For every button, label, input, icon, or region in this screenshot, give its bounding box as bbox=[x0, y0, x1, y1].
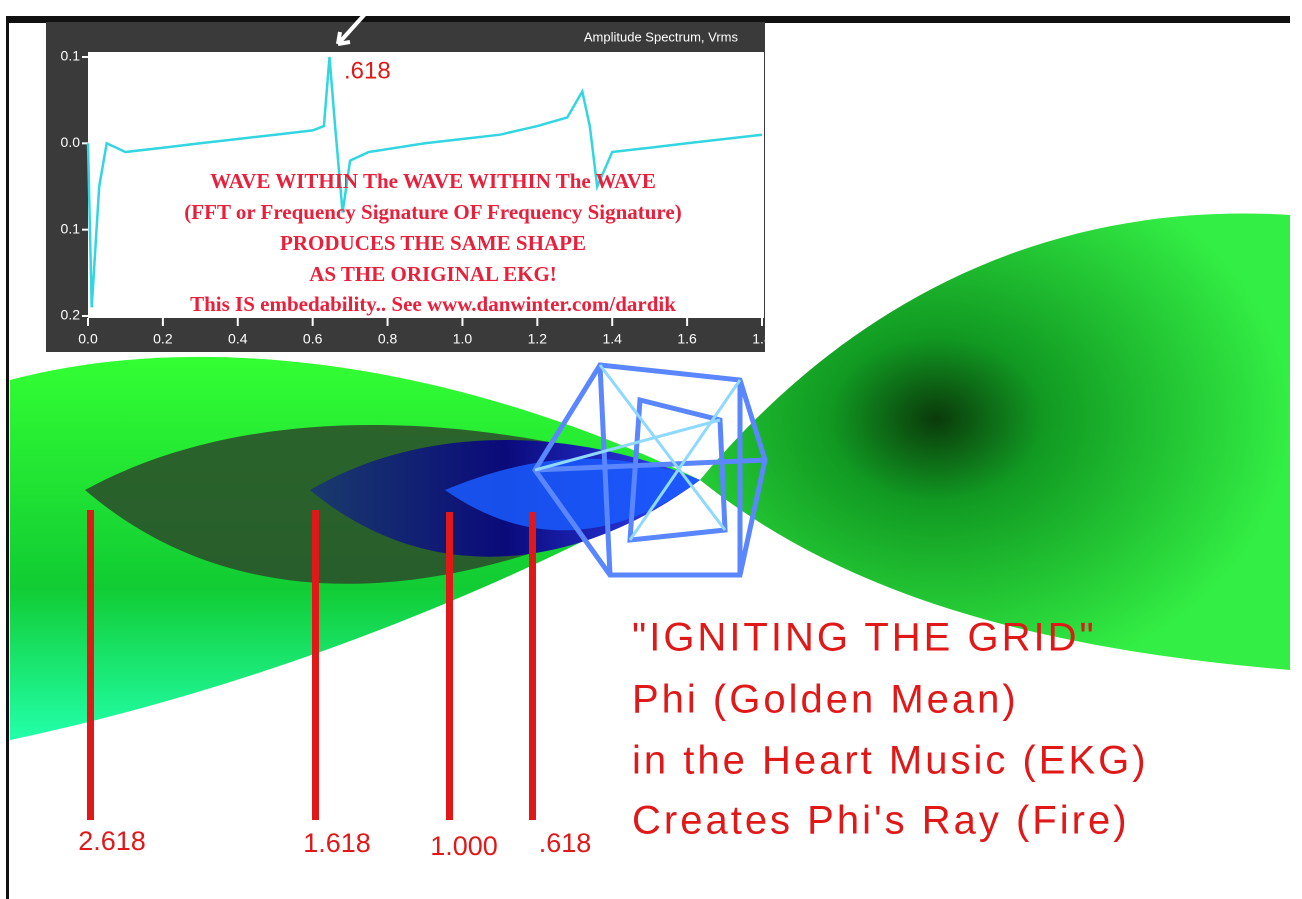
caption-line: "IGNITING THE GRID" bbox=[632, 616, 1097, 660]
ratio-line bbox=[446, 512, 453, 820]
y-tick-label: 0.1 bbox=[61, 48, 81, 64]
x-tick-label: 0.4 bbox=[228, 331, 248, 347]
overlay-text: AS THE ORIGINAL EKG! bbox=[309, 262, 557, 286]
x-tick-label: 1.4 bbox=[602, 331, 622, 347]
ratio-line bbox=[87, 510, 94, 820]
overlay-text: This IS embedability.. See www.danwinter… bbox=[190, 292, 676, 316]
x-tick-label: 0.2 bbox=[153, 331, 173, 347]
line bbox=[86, 56, 763, 308]
caption-line: Creates Phi's Ray (Fire) bbox=[632, 799, 1130, 843]
caption-line: Phi (Golden Mean) bbox=[632, 678, 1019, 722]
ratio-label: 2.618 bbox=[78, 826, 146, 856]
x-tick-label: 0.8 bbox=[378, 331, 398, 347]
polyhedron bbox=[531, 362, 768, 578]
ratio-line bbox=[529, 512, 536, 820]
overlay-text: WAVE WITHIN The WAVE WITHIN The WAVE bbox=[210, 169, 656, 193]
right-lobe bbox=[700, 213, 1290, 670]
arrow bbox=[336, 12, 367, 46]
illustration: 2.618 1.618 1.000 .618 "IGNITING THE GRI… bbox=[10, 213, 1290, 861]
ratio-line bbox=[312, 510, 319, 820]
x-tick-label: 0.0 bbox=[78, 331, 98, 347]
y-tick-label: 0.2 bbox=[61, 307, 81, 323]
ratio-label: 1.618 bbox=[303, 828, 371, 858]
x-tick-label: 1.8 bbox=[752, 331, 772, 347]
y-tick-label: 0.0 bbox=[61, 134, 81, 150]
ratio-label: .618 bbox=[539, 828, 592, 858]
x-tick-label: 1.0 bbox=[453, 331, 473, 347]
plot-area bbox=[88, 52, 764, 318]
y-tick-label: 0.1 bbox=[61, 220, 81, 236]
x-tick-label: 0.6 bbox=[303, 331, 323, 347]
overlay-text: (FFT or Frequency Signature OF Frequency… bbox=[184, 200, 681, 224]
inset-chart: Amplitude Spectrum, Vrms 0.1 0.0 0.1 0.2 0.0… bbox=[46, 12, 772, 352]
frame-top bbox=[8, 16, 1290, 23]
frame-left bbox=[6, 16, 9, 899]
x-tick-label: 1.2 bbox=[528, 331, 548, 347]
annotation: .618 bbox=[344, 57, 391, 84]
overlay-text: PRODUCES THE SAME SHAPE bbox=[280, 231, 586, 255]
x-tick-label: 1.6 bbox=[677, 331, 697, 347]
chart-title: Amplitude Spectrum, Vrms bbox=[584, 29, 739, 44]
ratio-label: 1.000 bbox=[430, 831, 498, 861]
caption-line: in the Heart Music (EKG) bbox=[632, 739, 1149, 783]
